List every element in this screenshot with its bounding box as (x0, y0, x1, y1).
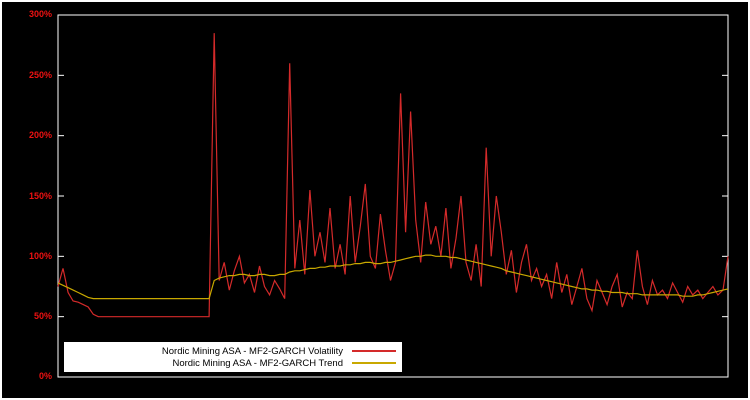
volatility-line-swatch-icon (352, 350, 396, 352)
y-axis-tick-label: 300% (28, 9, 52, 19)
series-line-0 (57, 33, 729, 318)
legend-entry-trend: Nordic Mining ASA - MF2-GARCH Trend (70, 357, 396, 369)
y-axis-tick-label: 50% (33, 311, 52, 321)
legend-entry-volatility: Nordic Mining ASA - MF2-GARCH Volatility (70, 345, 396, 357)
y-axis-tick-label: 0% (38, 371, 52, 381)
y-axis-tick-label: 100% (28, 251, 52, 261)
trend-line-swatch-icon (352, 362, 396, 364)
y-axis-tick-label: 150% (28, 191, 52, 201)
y-axis-tick-label: 200% (28, 130, 52, 140)
y-axis-tick-label: 250% (28, 70, 52, 80)
plot-frame (57, 14, 729, 378)
legend-label-volatility: Nordic Mining ASA - MF2-GARCH Volatility (161, 345, 343, 357)
series-line-1 (57, 254, 729, 300)
legend-label-trend: Nordic Mining ASA - MF2-GARCH Trend (172, 357, 343, 369)
chart-legend: Nordic Mining ASA - MF2-GARCH Volatility… (64, 342, 402, 372)
